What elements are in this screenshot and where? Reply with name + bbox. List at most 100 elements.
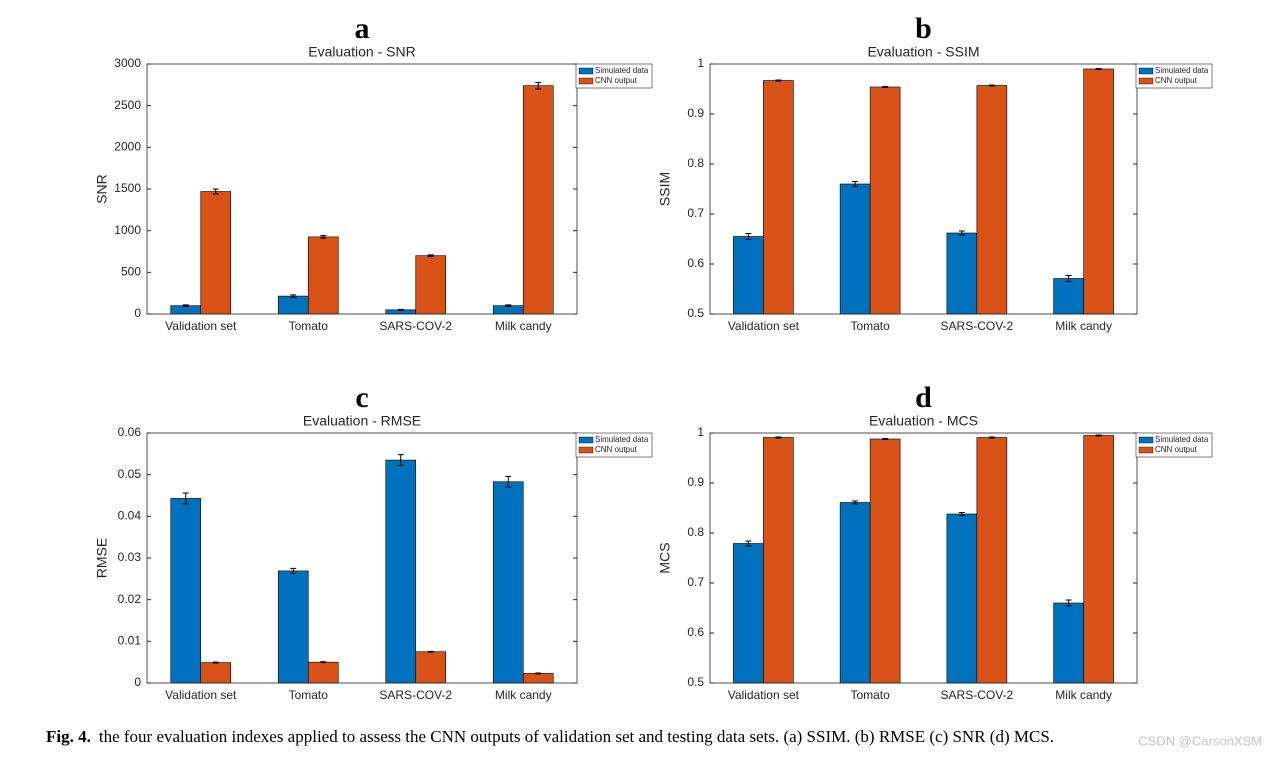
- x-tick-label: Milk candy: [495, 688, 552, 702]
- legend-swatch: [1138, 77, 1154, 85]
- legend-label: Simulated data: [595, 435, 649, 444]
- error-bar: [320, 661, 327, 664]
- bar: [976, 437, 1008, 684]
- legend-label: CNN output: [595, 445, 638, 454]
- y-tick-label: 1000: [114, 223, 141, 237]
- error-bar: [427, 254, 434, 257]
- y-tick-label: 0.7: [687, 206, 704, 220]
- y-tick-label: 0.8: [687, 156, 704, 170]
- bar: [200, 662, 232, 684]
- y-tick-label: 0.6: [687, 625, 704, 639]
- error-bar: [988, 436, 995, 439]
- error-bar: [535, 672, 542, 675]
- x-tick-label: Validation set: [728, 688, 800, 702]
- error-bar: [958, 512, 965, 516]
- bar: [415, 651, 447, 684]
- y-tick-label: 0.5: [687, 306, 704, 320]
- panel-letter: a: [355, 12, 370, 45]
- error-bar: [1095, 434, 1102, 437]
- error-bar: [397, 308, 404, 311]
- legend-label: Simulated data: [595, 66, 649, 75]
- error-bar: [182, 492, 189, 505]
- y-tick-label: 0.9: [687, 106, 704, 120]
- y-tick-label: 0.04: [118, 509, 142, 523]
- legend-swatch: [578, 77, 594, 85]
- y-axis-label: SNR: [94, 174, 110, 204]
- bar: [869, 86, 901, 315]
- error-bar: [1065, 599, 1072, 607]
- error-bar: [397, 454, 404, 466]
- error-bar: [745, 233, 752, 240]
- x-tick-label: Tomato: [850, 688, 890, 702]
- y-tick-label: 500: [121, 265, 141, 279]
- bar: [385, 459, 417, 684]
- error-bar: [290, 567, 297, 574]
- x-tick-label: Validation set: [165, 319, 237, 333]
- error-bar: [988, 84, 995, 87]
- bar: [415, 255, 447, 315]
- panel-letter: c: [355, 381, 368, 414]
- axes-box: [709, 432, 1138, 684]
- x-tick-label: Milk candy: [495, 319, 552, 333]
- x-tick-label: Tomato: [850, 319, 890, 333]
- y-tick-label: 0.03: [118, 550, 142, 564]
- y-tick-label: 0.02: [118, 592, 142, 606]
- y-tick-label: 1: [697, 425, 704, 439]
- x-tick-label: Milk candy: [1055, 319, 1112, 333]
- caption-text: the four evaluation indexes applied to a…: [99, 727, 1054, 746]
- y-tick-label: 2000: [114, 140, 141, 154]
- bar: [733, 543, 764, 684]
- bar: [763, 80, 794, 315]
- panel-letter: d: [915, 381, 932, 414]
- y-tick-label: 0.06: [118, 425, 142, 439]
- x-tick-label: Milk candy: [1055, 688, 1112, 702]
- bar: [733, 236, 764, 315]
- x-tick-label: Tomato: [289, 688, 329, 702]
- y-tick-label: 0.8: [687, 525, 704, 539]
- bar: [839, 183, 871, 315]
- error-bar: [852, 181, 859, 187]
- bar: [170, 498, 202, 684]
- y-tick-label: 0.05: [118, 467, 142, 481]
- panel-letter: b: [915, 12, 932, 45]
- legend-label: CNN output: [595, 76, 638, 85]
- bar: [200, 191, 232, 315]
- caption-label: Fig. 4.: [46, 727, 91, 746]
- legend-label: Simulated data: [1155, 435, 1209, 444]
- x-tick-label: SARS-COV-2: [941, 688, 1014, 702]
- bar: [307, 236, 339, 315]
- y-tick-label: 1: [697, 56, 704, 70]
- y-tick-label: 0: [134, 675, 141, 689]
- error-bar: [882, 86, 889, 88]
- bar: [522, 673, 554, 684]
- error-bar: [182, 304, 189, 307]
- x-tick-label: SARS-COV-2: [941, 319, 1014, 333]
- legend-swatch: [578, 436, 594, 444]
- x-tick-label: Validation set: [165, 688, 237, 702]
- y-axis-label: RMSE: [94, 538, 110, 578]
- error-bar: [1065, 275, 1072, 282]
- bar: [839, 502, 871, 684]
- x-tick-label: SARS-COV-2: [379, 688, 452, 702]
- axes-box: [146, 63, 578, 315]
- y-tick-label: 0.6: [687, 256, 704, 270]
- bar: [522, 85, 554, 315]
- bar: [946, 232, 978, 315]
- chart-title: Evaluation - SSIM: [867, 44, 979, 60]
- error-bar: [505, 304, 512, 307]
- error-bar: [290, 294, 297, 298]
- legend-swatch: [578, 67, 594, 75]
- y-axis-label: MCS: [657, 542, 673, 573]
- axes-box: [709, 63, 1138, 315]
- error-bar: [958, 230, 965, 236]
- error-bar: [775, 436, 782, 439]
- legend-swatch: [1138, 67, 1154, 75]
- error-bar: [320, 235, 327, 239]
- bar: [976, 85, 1008, 315]
- x-tick-label: SARS-COV-2: [379, 319, 452, 333]
- y-tick-label: 3000: [114, 56, 141, 70]
- watermark: CSDN @CarsonXSM: [1138, 733, 1262, 748]
